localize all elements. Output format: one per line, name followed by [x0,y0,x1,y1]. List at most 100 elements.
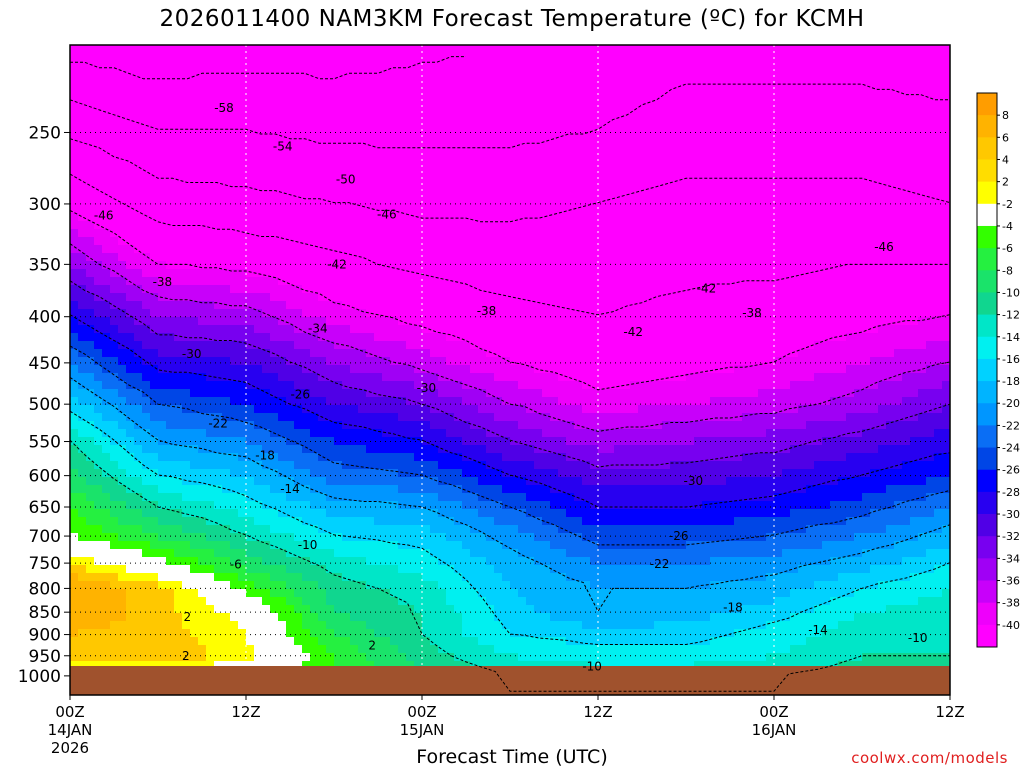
temperature-cell [518,53,527,62]
temperature-cell [150,605,159,614]
temperature-cell [118,93,127,102]
temperature-cell [414,613,423,622]
temperature-cell [286,301,295,310]
temperature-cell [78,381,87,390]
temperature-cell [502,173,511,182]
temperature-cell [326,333,335,342]
temperature-cell [118,373,127,382]
temperature-cell [70,565,79,574]
temperature-cell [358,325,367,334]
temperature-cell [174,653,183,662]
temperature-cell [86,637,95,646]
temperature-cell [366,285,375,294]
temperature-cell [142,333,151,342]
temperature-cell [166,309,175,318]
temperature-cell [86,485,95,494]
temperature-cell [350,397,359,406]
temperature-cell [310,517,319,526]
temperature-cell [526,77,535,86]
temperature-cell [342,45,351,54]
temperature-cell [390,437,399,446]
temperature-cell [438,149,447,158]
temperature-cell [302,229,311,238]
temperature-cell [278,389,287,398]
temperature-cell [342,389,351,398]
temperature-cell [414,445,423,454]
temperature-cell [270,165,279,174]
temperature-cell [142,637,151,646]
temperature-cell [206,173,215,182]
temperature-cell [310,133,319,142]
temperature-cell [326,461,335,470]
temperature-cell [526,621,535,630]
temperature-cell [262,117,271,126]
temperature-cell [502,333,511,342]
temperature-cell [214,581,223,590]
temperature-cell [534,133,543,142]
temperature-cell [254,501,263,510]
temperature-cell [422,461,431,470]
temperature-cell [110,621,119,630]
temperature-cell [102,541,111,550]
temperature-cell [366,349,375,358]
temperature-cell [78,101,87,110]
temperature-cell [382,309,391,318]
temperature-cell [390,453,399,462]
temperature-cell [438,437,447,446]
temperature-cell [190,581,199,590]
temperature-cell [126,85,135,94]
temperature-cell [510,389,519,398]
temperature-cell [214,461,223,470]
temperature-cell [518,381,527,390]
temperature-cell [382,261,391,270]
temperature-cell [414,69,423,78]
temperature-cell [430,325,439,334]
temperature-cell [102,341,111,350]
temperature-cell [158,469,167,478]
temperature-cell [246,501,255,510]
temperature-cell [150,205,159,214]
temperature-cell [486,45,495,54]
temperature-cell [222,397,231,406]
temperature-cell [326,125,335,134]
temperature-cell [150,173,159,182]
temperature-cell [78,349,87,358]
temperature-cell [126,269,135,278]
temperature-cell [334,501,343,510]
temperature-cell [358,221,367,230]
temperature-cell [166,213,175,222]
temperature-cell [446,485,455,494]
temperature-cell [342,125,351,134]
temperature-cell [358,93,367,102]
temperature-cell [366,325,375,334]
temperature-cell [150,421,159,430]
temperature-cell [318,509,327,518]
temperature-cell [230,621,239,630]
temperature-cell [374,549,383,558]
temperature-cell [534,413,543,422]
temperature-cell [470,621,479,630]
temperature-cell [270,485,279,494]
temperature-cell [102,429,111,438]
temperature-cell [206,357,215,366]
temperature-cell [294,93,303,102]
temperature-cell [174,549,183,558]
temperature-cell [406,213,415,222]
temperature-cell [382,245,391,254]
temperature-cell [470,85,479,94]
temperature-cell [174,493,183,502]
temperature-cell [342,317,351,326]
temperature-cell [134,117,143,126]
temperature-cell [198,661,207,670]
temperature-cell [302,173,311,182]
temperature-cell [190,565,199,574]
temperature-cell [374,429,383,438]
temperature-cell [430,661,439,670]
temperature-cell [310,605,319,614]
temperature-cell [414,253,423,262]
temperature-cell [462,581,471,590]
temperature-cell [254,509,263,518]
temperature-cell [454,125,463,134]
temperature-cell [486,621,495,630]
temperature-cell [182,613,191,622]
